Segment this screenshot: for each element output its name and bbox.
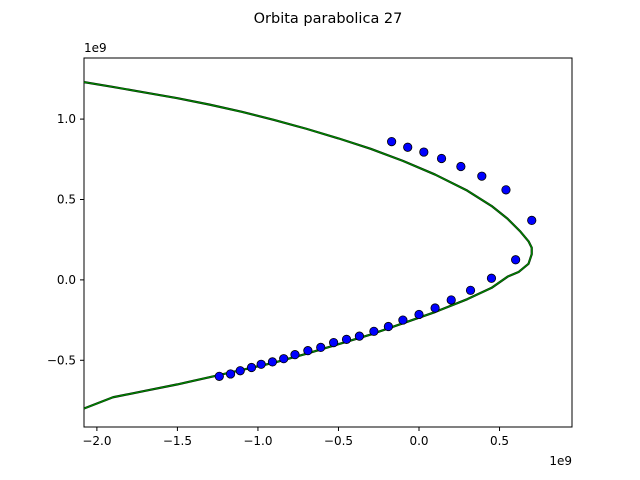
orbit-point [341,334,352,344]
y-tick-label: −0.5 [47,353,76,367]
orbit-point [329,337,339,348]
orbit-point [225,369,236,379]
orbit-point [354,331,365,341]
orbit-point [465,285,476,295]
orbit-point [279,354,289,364]
x-tick-label: −2.0 [82,434,111,448]
orbit-point [456,161,466,172]
orbit-point [214,371,224,381]
orbit-point [383,321,393,332]
orbit-point [387,137,397,147]
x-tick-label: −0.5 [324,434,353,448]
x-tick-label: −1.5 [163,434,192,448]
y-tick-label: 1.0 [57,112,76,126]
orbit-point [486,273,497,283]
orbit-point [398,315,408,325]
orbit-point [527,215,537,225]
orbit-point [403,142,413,152]
orbit-point [430,303,440,313]
orbit-point [316,342,326,353]
orbit-point [256,359,266,369]
y-axis-offset-label: 1e9 [84,41,107,55]
orbit-point [477,171,487,181]
orbit-point [290,350,300,360]
orbit-point [414,309,424,320]
plot-frame [83,57,573,428]
orbit-point [369,326,379,336]
chart-title: Orbita parabolica 27 [254,11,403,27]
orbit-point [446,295,456,305]
orbit-point [501,185,511,195]
orbit-point [511,255,521,265]
orbit-point [246,362,257,373]
orbit-curve-black [84,81,533,410]
orbit-point [436,153,447,164]
x-tick-label: 0.5 [490,434,509,448]
x-tick-label: 0.0 [409,434,428,448]
y-tick-label: 0.5 [57,192,76,206]
orbit-point [303,346,313,356]
orbit-point [267,357,278,367]
x-axis-offset-label: 1e9 [549,454,572,468]
x-tick-label: −1.0 [243,434,272,448]
y-tick-label: 0.0 [57,273,76,287]
orbit-point [235,366,245,376]
orbit-curve-green [84,81,533,410]
orbit-point [419,147,429,157]
